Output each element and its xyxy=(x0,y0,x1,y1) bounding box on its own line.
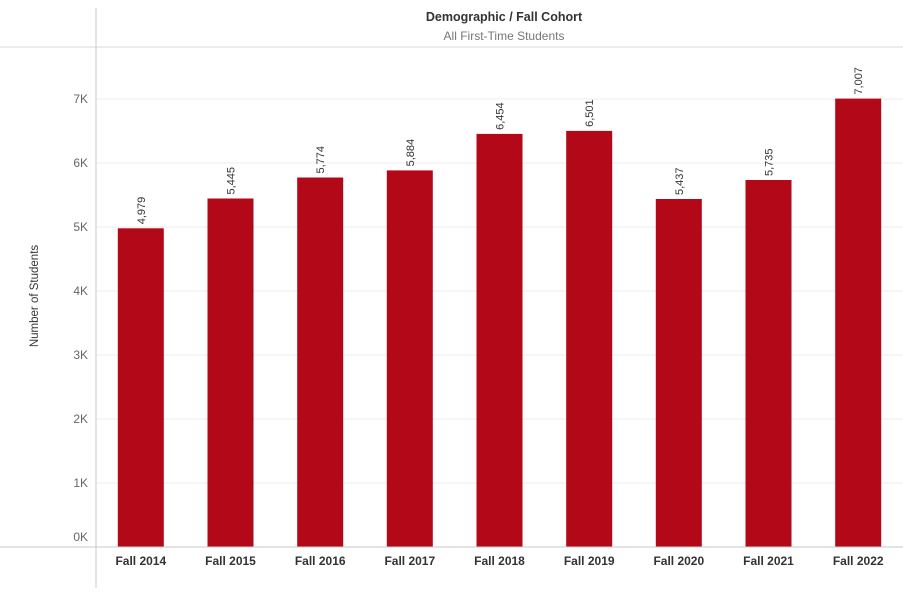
x-tick-label: Fall 2017 xyxy=(384,554,435,568)
bar[interactable] xyxy=(476,133,523,547)
value-labels: 4,979 5,445 5,774 5,884 6,454 6,501 5,437 5,735… xyxy=(136,67,865,224)
bar-value-label: 6,501 xyxy=(584,99,596,127)
bar-value-label: 5,445 xyxy=(226,167,238,195)
x-tick-label: Fall 2021 xyxy=(743,554,794,568)
bar[interactable] xyxy=(117,228,164,548)
bar[interactable] xyxy=(835,98,882,547)
bar[interactable] xyxy=(566,130,613,547)
bar-value-label: 6,454 xyxy=(495,102,507,130)
y-tick-label: 3K xyxy=(73,348,88,362)
bar-value-label: 5,735 xyxy=(764,148,776,176)
bar[interactable] xyxy=(386,170,433,547)
x-tick-label: Fall 2019 xyxy=(564,554,615,568)
x-tick-label: Fall 2018 xyxy=(474,554,525,568)
y-tick-label: 0K xyxy=(73,530,88,544)
y-tick-label: 4K xyxy=(73,284,88,298)
bar-value-label: 7,007 xyxy=(853,67,865,95)
bar-value-label: 5,774 xyxy=(315,146,327,174)
y-axis-title: Number of Students xyxy=(29,245,41,348)
x-tick-label: Fall 2015 xyxy=(205,554,256,568)
y-tick-label: 1K xyxy=(73,476,88,490)
x-tick-label: Fall 2020 xyxy=(653,554,704,568)
y-tick-label: 2K xyxy=(73,412,88,426)
bar[interactable] xyxy=(207,198,254,548)
bars xyxy=(117,98,882,548)
bar-value-label: 5,884 xyxy=(405,139,417,167)
x-tick-label: Fall 2022 xyxy=(833,554,884,568)
x-axis-ticks: Fall 2014 Fall 2015 Fall 2016 Fall 2017 Fall… xyxy=(115,554,883,568)
y-tick-label: 5K xyxy=(73,220,88,234)
chart-subtitle: All First-Time Students xyxy=(444,29,565,43)
x-tick-label: Fall 2014 xyxy=(115,554,166,568)
y-axis-ticks: 0K 1K 2K 3K 4K 5K 6K 7K xyxy=(73,92,88,544)
bar-value-label: 4,979 xyxy=(136,197,148,225)
chart-title: Demographic / Fall Cohort xyxy=(426,10,583,24)
y-tick-label: 7K xyxy=(73,92,88,106)
y-tick-label: 6K xyxy=(73,156,88,170)
bar[interactable] xyxy=(297,177,344,548)
bar[interactable] xyxy=(655,199,702,547)
bar-value-label: 5,437 xyxy=(674,167,686,195)
bar[interactable] xyxy=(745,180,792,547)
x-tick-label: Fall 2016 xyxy=(295,554,346,568)
